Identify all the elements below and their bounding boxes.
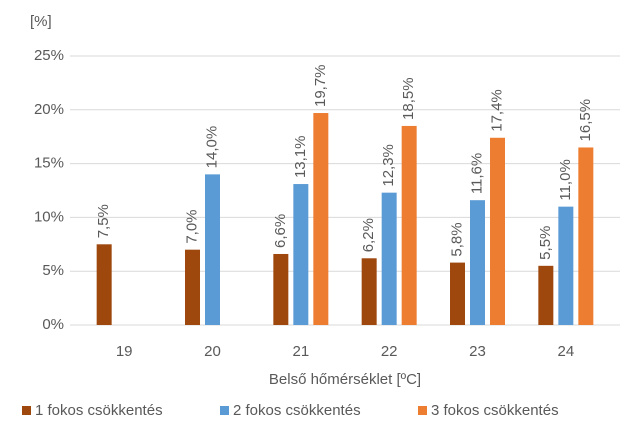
- bar: [450, 262, 465, 325]
- value-label: 7,0%: [183, 209, 200, 243]
- legend-label: 2 fokos csökkentés: [233, 402, 361, 419]
- legend-swatch: [22, 406, 31, 415]
- x-tick-label: 23: [469, 343, 486, 360]
- bar: [313, 113, 329, 325]
- x-tick-label: 19: [116, 343, 133, 360]
- value-label: 7,5%: [95, 204, 112, 238]
- value-label: 17,4%: [488, 89, 505, 132]
- bar: [558, 206, 574, 325]
- y-tick-label: 5%: [42, 262, 64, 279]
- bar: [361, 258, 377, 325]
- value-label: 18,5%: [400, 77, 417, 120]
- bar: [578, 147, 594, 325]
- bar: [538, 265, 554, 325]
- bar: [401, 125, 417, 325]
- y-tick-label: 20%: [34, 101, 64, 118]
- value-label: 5,8%: [448, 222, 465, 256]
- y-tick-label: 0%: [42, 316, 64, 333]
- bar: [205, 174, 220, 325]
- value-label: 5,5%: [537, 226, 554, 260]
- legend-swatch: [220, 406, 229, 415]
- value-label: 14,0%: [203, 126, 220, 169]
- y-axis-label: [%]: [30, 13, 52, 30]
- value-label: 11,6%: [468, 153, 485, 194]
- y-tick-label: 25%: [34, 47, 64, 64]
- x-tick-label: 22: [381, 343, 398, 360]
- y-tick-label: 15%: [34, 155, 64, 172]
- bar: [381, 192, 397, 325]
- value-label: 11,0%: [557, 159, 574, 200]
- bar: [490, 137, 505, 325]
- bar: [185, 249, 200, 325]
- x-tick-label: 21: [292, 343, 309, 360]
- bar: [470, 200, 485, 325]
- bar: [96, 244, 112, 325]
- value-label: 16,5%: [577, 99, 594, 142]
- bar: [273, 253, 289, 325]
- legend-label: 3 fokos csökkentés: [431, 402, 559, 419]
- x-tick-label: 24: [557, 343, 574, 360]
- y-tick-label: 10%: [34, 208, 64, 225]
- value-label: 19,7%: [312, 64, 329, 107]
- value-label: 6,6%: [272, 214, 289, 248]
- value-label: 6,2%: [360, 218, 377, 252]
- bar: [293, 184, 309, 325]
- legend-label: 1 fokos csökkentés: [35, 402, 163, 419]
- x-axis-title: Belső hőmérséklet [ºC]: [269, 371, 421, 388]
- value-label: 13,1%: [292, 135, 309, 178]
- value-label: 12,3%: [380, 144, 397, 187]
- x-tick-label: 20: [204, 343, 221, 360]
- legend-swatch: [418, 406, 427, 415]
